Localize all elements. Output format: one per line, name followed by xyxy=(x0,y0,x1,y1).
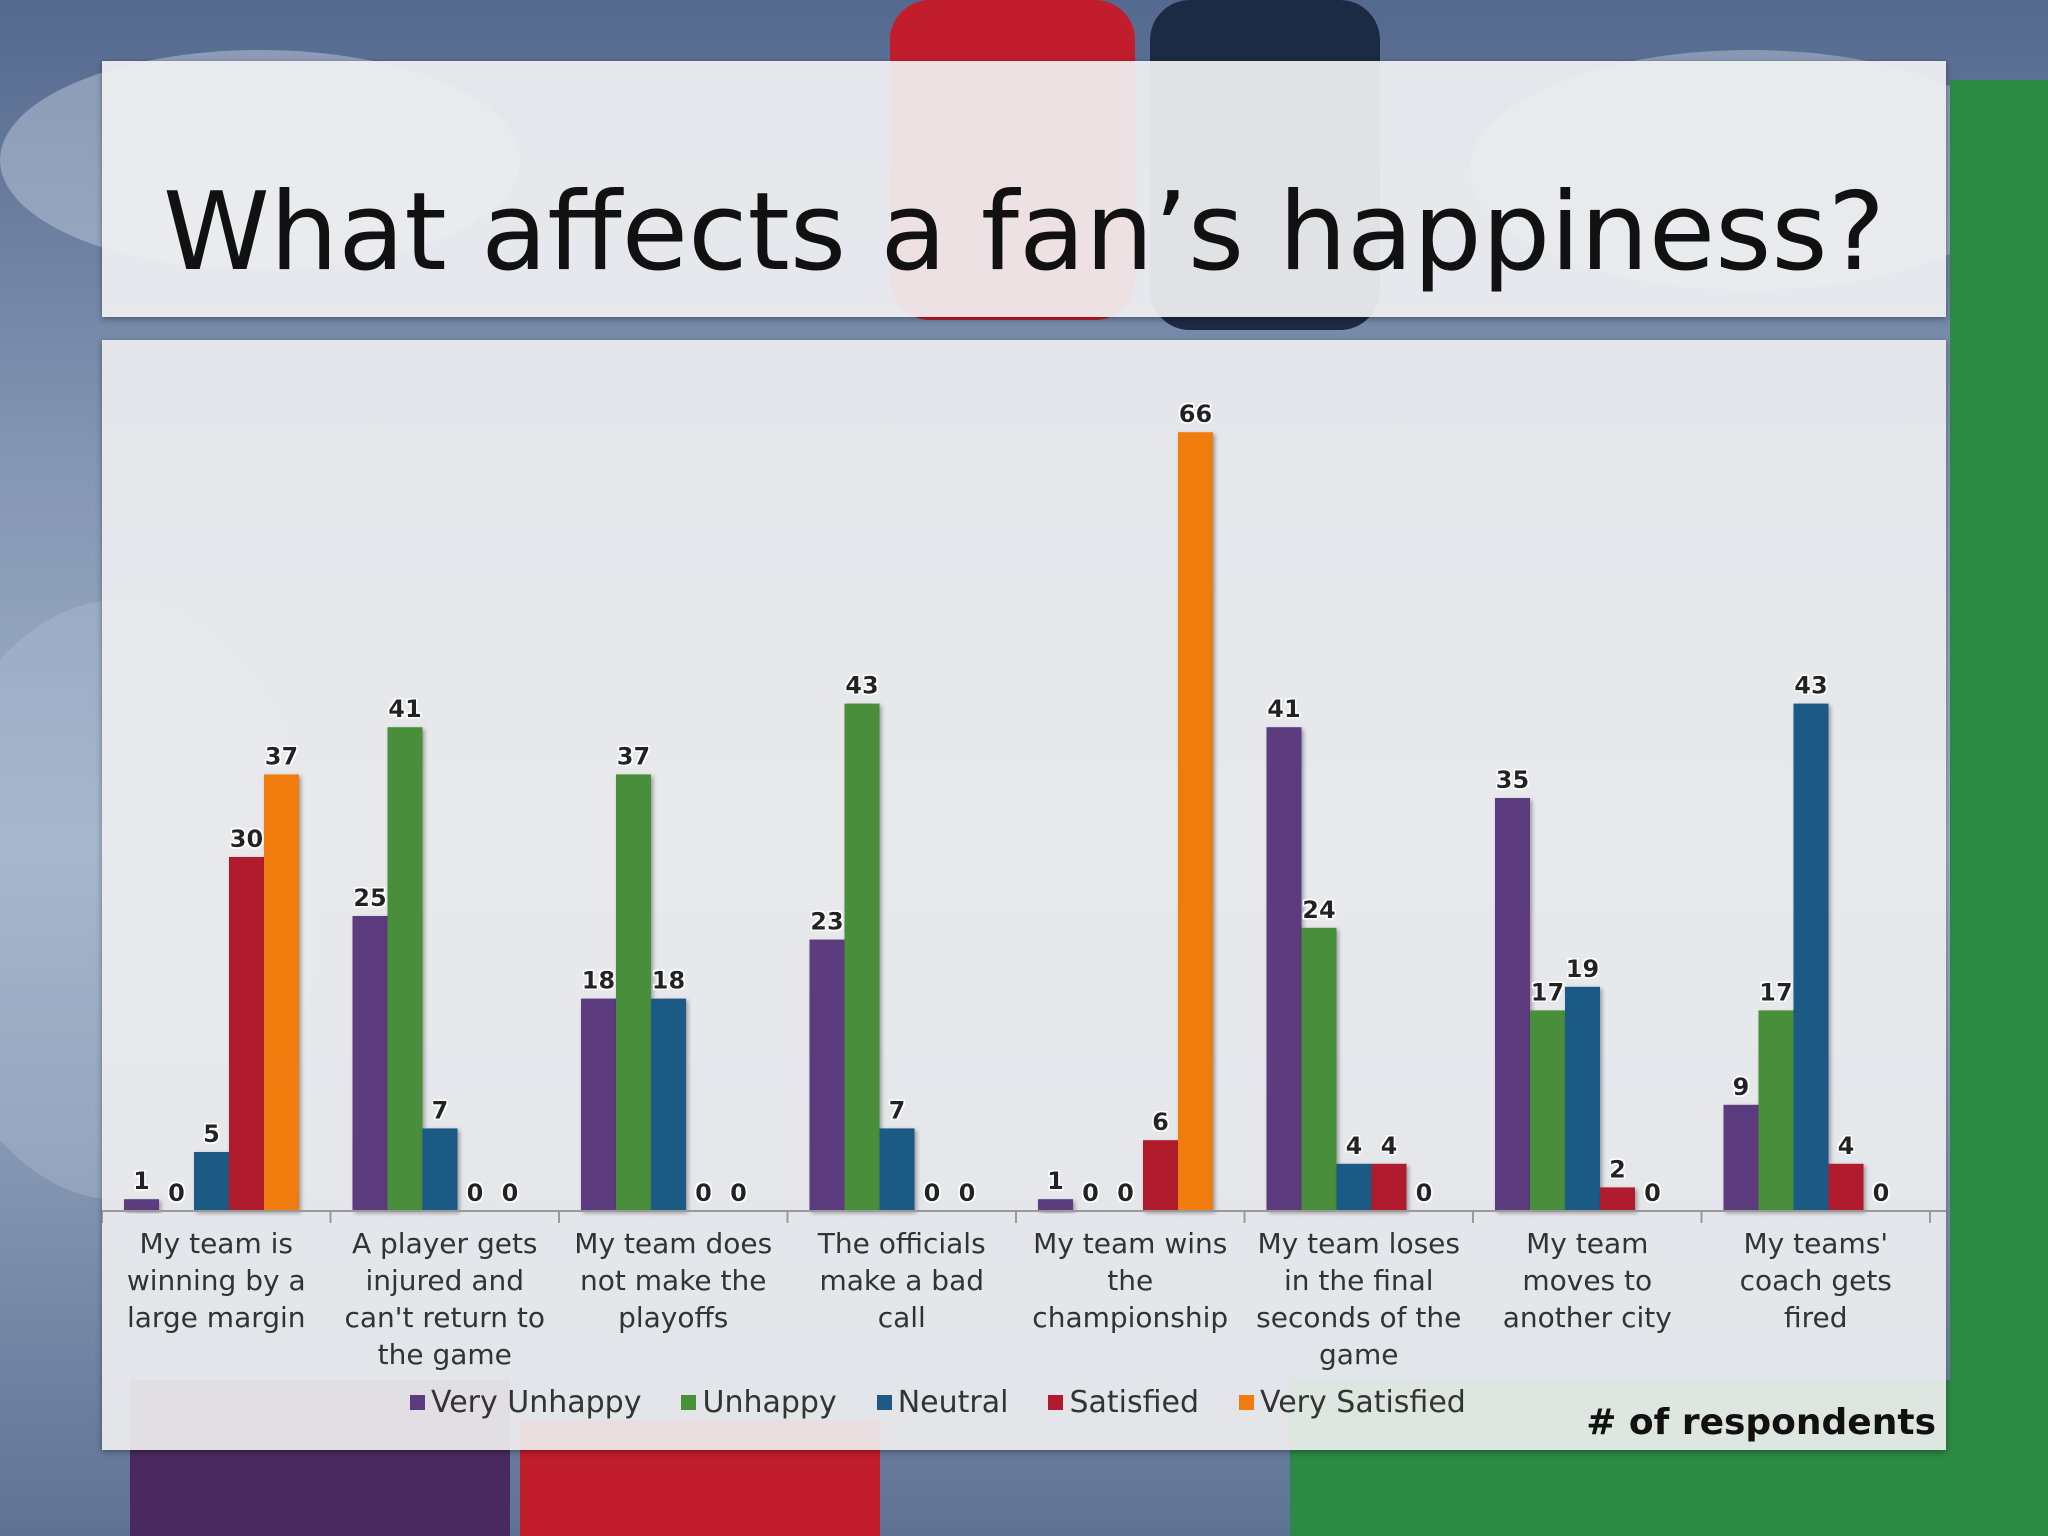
data-label: 4 xyxy=(1381,1132,1398,1160)
legend-item: Unhappy xyxy=(681,1384,837,1420)
bar xyxy=(1371,1163,1407,1211)
bar xyxy=(124,1199,159,1211)
legend-swatch xyxy=(410,1394,425,1410)
data-label: 4 xyxy=(1346,1132,1363,1160)
axis-unit-note: # of respondents xyxy=(1586,1402,1936,1443)
legend-label: Very Unhappy xyxy=(431,1384,642,1420)
data-label: 7 xyxy=(432,1096,449,1124)
data-label: 1 xyxy=(133,1167,150,1195)
bar xyxy=(194,1152,229,1211)
legend-label: Unhappy xyxy=(702,1384,837,1420)
data-label: 0 xyxy=(1117,1179,1134,1207)
bar xyxy=(1301,927,1337,1211)
legend-swatch xyxy=(681,1394,697,1410)
data-label: 0 xyxy=(1873,1179,1890,1207)
data-label: 0 xyxy=(924,1179,941,1207)
bar xyxy=(1336,1163,1372,1211)
bar xyxy=(844,703,880,1211)
category-label: My team does not make the playoffs xyxy=(574,1227,772,1334)
bar xyxy=(651,998,686,1211)
bar xyxy=(422,1128,458,1211)
data-label: 9 xyxy=(1733,1073,1750,1101)
legend-label: Neutral xyxy=(897,1384,1009,1420)
data-label: 25 xyxy=(353,884,386,912)
legend-item: Neutral xyxy=(876,1384,1009,1420)
data-label: 0 xyxy=(1644,1179,1661,1207)
data-label: 37 xyxy=(265,742,298,770)
bar xyxy=(1758,1010,1794,1211)
legend-label: Satisfied xyxy=(1069,1384,1199,1420)
data-label: 19 xyxy=(1566,955,1599,983)
data-label: 43 xyxy=(1794,672,1827,700)
data-label: 7 xyxy=(889,1096,906,1124)
bar xyxy=(264,774,299,1211)
data-label: 35 xyxy=(1496,766,1529,794)
bar xyxy=(581,998,616,1211)
data-label: 1 xyxy=(1047,1167,1064,1195)
category-label: The officials make a bad call xyxy=(817,1227,986,1334)
bar xyxy=(387,727,423,1211)
bar xyxy=(879,1128,915,1211)
data-label: 5 xyxy=(203,1120,220,1148)
data-label: 0 xyxy=(1082,1179,1099,1207)
data-label: 18 xyxy=(652,967,685,995)
data-label: 41 xyxy=(388,695,421,723)
data-label: 30 xyxy=(230,825,263,853)
legend-label: Very Satisfied xyxy=(1260,1384,1466,1420)
data-label: 23 xyxy=(810,908,843,936)
data-label: 41 xyxy=(1267,695,1300,723)
legend-swatch xyxy=(1048,1394,1064,1410)
bar xyxy=(1266,727,1302,1211)
legend-item: Very Unhappy xyxy=(410,1385,641,1420)
data-label: 0 xyxy=(959,1179,976,1207)
chart-legend: Very Unhappy Unhappy Neutral Satisfied Very … xyxy=(410,1384,1506,1420)
bar xyxy=(1600,1187,1635,1211)
bar xyxy=(1565,986,1600,1211)
category-label: My team moves to another city xyxy=(1503,1227,1672,1334)
bar xyxy=(1793,703,1829,1211)
data-label: 0 xyxy=(730,1179,747,1207)
bar xyxy=(1495,798,1530,1211)
data-label: 4 xyxy=(1838,1132,1855,1160)
bar xyxy=(1143,1140,1178,1211)
legend-swatch xyxy=(1239,1394,1254,1410)
title-panel: What affects a fan’s happiness? xyxy=(102,61,1946,317)
data-label: 17 xyxy=(1531,978,1564,1006)
bar xyxy=(1530,1010,1565,1211)
data-label: 18 xyxy=(582,967,615,995)
category-label: My team loses in the final seconds of the g… xyxy=(1256,1227,1461,1371)
bar xyxy=(352,916,388,1211)
data-label: 0 xyxy=(168,1179,185,1207)
data-label: 2 xyxy=(1609,1155,1626,1183)
legend-item: Very Satisfied xyxy=(1239,1385,1466,1420)
data-label: 0 xyxy=(1416,1179,1433,1207)
category-label: My team wins the championship xyxy=(1032,1227,1228,1334)
data-label: 0 xyxy=(502,1179,519,1207)
legend-swatch xyxy=(876,1394,892,1410)
bar xyxy=(809,939,845,1211)
data-label: 37 xyxy=(617,742,650,770)
data-label: 0 xyxy=(695,1179,712,1207)
slide-title: What affects a fan’s happiness? xyxy=(162,170,1886,295)
data-label: 6 xyxy=(1152,1108,1169,1136)
legend-item: Satisfied xyxy=(1048,1385,1199,1420)
bar xyxy=(1723,1104,1759,1211)
category-label: My team is winning by a large margin xyxy=(127,1227,306,1334)
bar xyxy=(1178,432,1213,1211)
data-label: 66 xyxy=(1179,400,1212,428)
category-label: My teams' coach gets fired xyxy=(1740,1227,1892,1334)
bar xyxy=(1828,1163,1864,1211)
data-label: 17 xyxy=(1759,978,1792,1006)
data-label: 43 xyxy=(845,672,878,700)
category-label: A player gets injured and can't return to t… xyxy=(345,1227,546,1371)
data-label: 0 xyxy=(467,1179,484,1207)
bar xyxy=(229,857,264,1211)
bar xyxy=(616,774,651,1211)
data-label: 24 xyxy=(1302,896,1335,924)
bar xyxy=(1038,1199,1073,1211)
